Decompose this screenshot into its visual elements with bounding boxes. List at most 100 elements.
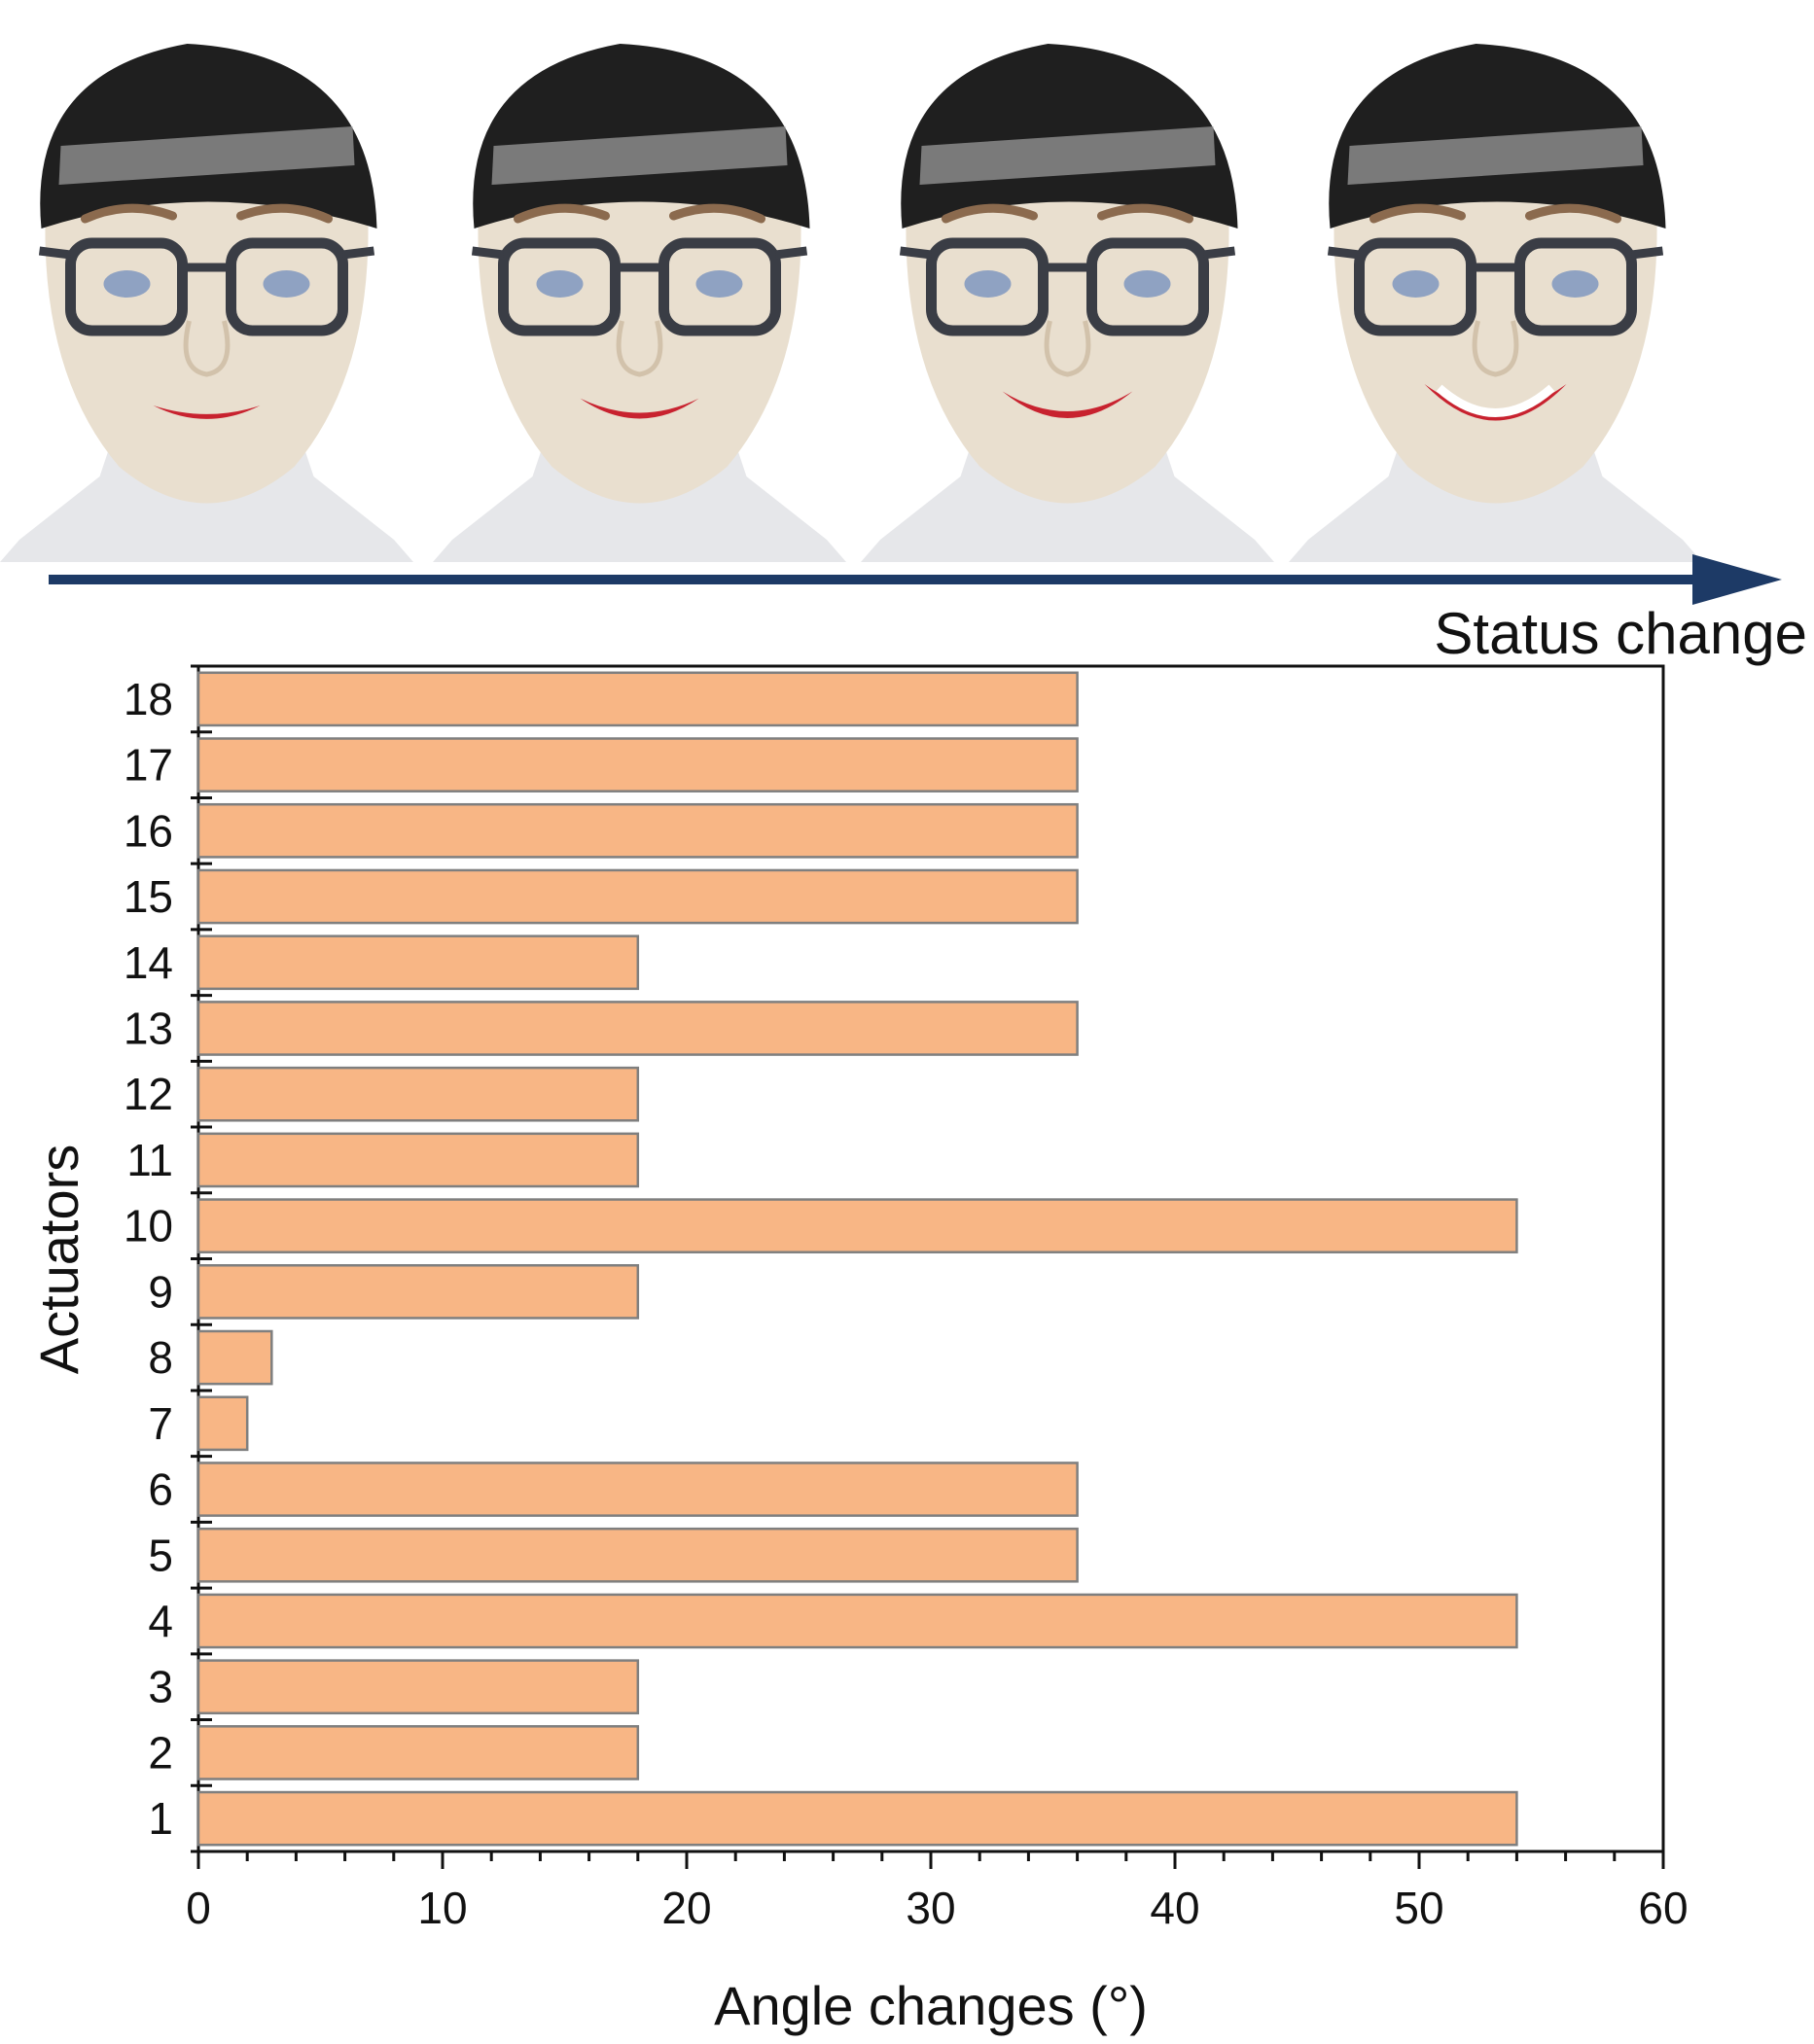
right-eyebrow [1525,203,1621,224]
nose [616,320,663,377]
right-lens [1514,237,1637,336]
face-photo-4 [1289,29,1702,562]
bar-actuator-8 [196,1329,273,1386]
bar-actuator-5 [196,1527,1079,1583]
bar-actuator-2 [196,1725,640,1780]
y-tick-label: 15 [124,871,173,922]
left-lens [1354,237,1476,336]
hat-pattern [491,126,788,185]
y-tick-label: 18 [124,674,173,724]
y-tick-label: 2 [148,1727,173,1778]
right-lens [226,237,348,336]
lips [153,405,261,419]
right-lens [658,237,781,336]
lips [1002,391,1133,418]
x-tick-label: 10 [417,1883,467,1933]
y-tick-label: 13 [124,1003,173,1053]
left-eye [103,270,151,298]
y-tick-label: 7 [148,1398,173,1449]
lips [580,398,699,419]
y-tick-label: 11 [126,1135,173,1185]
x-tick-label: 30 [906,1883,955,1933]
bar-actuator-16 [196,802,1079,859]
left-eyebrow [514,203,610,224]
x-tick-label: 20 [661,1883,711,1933]
y-tick-label: 3 [148,1662,173,1712]
left-lens [926,237,1049,336]
bar-actuator-13 [196,1001,1079,1056]
bar-actuator-9 [196,1264,640,1320]
hat-pattern [919,126,1216,185]
status-arrow-shaft [49,575,1702,584]
x-tick-label: 40 [1150,1883,1199,1933]
left-eyebrow [942,203,1038,224]
nose [1472,320,1519,377]
y-tick-label: 4 [148,1596,173,1646]
bar-actuator-3 [196,1659,640,1715]
right-eye [1551,270,1599,298]
glasses-temple-left [471,246,505,260]
left-eyebrow [81,203,177,224]
right-eyebrow [236,203,333,224]
bar-actuator-10 [196,1198,1518,1253]
y-axis-title: Actuators [28,1145,89,1375]
nose [1044,320,1091,377]
left-eye [1392,270,1440,298]
y-tick-label: 14 [124,937,173,988]
bar-actuator-4 [196,1593,1518,1649]
bar-actuator-11 [196,1132,640,1188]
right-eye [1123,270,1171,298]
face-photo-3 [861,29,1274,562]
bar-actuator-6 [196,1462,1079,1517]
nose [183,320,231,377]
y-tick-label: 6 [148,1464,173,1515]
y-tick-label: 9 [148,1266,173,1317]
right-lens [1086,237,1209,336]
face-photo-1 [0,29,413,562]
glasses-temple-right [341,246,375,260]
glasses-temple-right [774,246,808,260]
y-tick-label: 12 [124,1069,173,1119]
bar-actuator-7 [196,1395,249,1452]
left-eye [964,270,1012,298]
y-tick-label: 10 [124,1201,173,1251]
x-tick-label: 0 [186,1883,211,1933]
face-photo-2 [433,29,846,562]
status-arrow-head [1692,554,1782,605]
bar-actuator-12 [196,1066,640,1122]
right-eye [263,270,310,298]
bar-actuator-18 [196,671,1079,727]
status-arrow [49,554,1782,605]
right-eye [695,270,743,298]
glasses-temple-left [1327,246,1361,260]
x-tick-label: 50 [1394,1883,1443,1933]
hat-pattern [1347,126,1644,185]
y-tick-label: 17 [124,740,173,791]
bar-actuator-1 [196,1790,1518,1847]
bar-actuator-15 [196,868,1079,925]
bars [196,671,1518,1847]
lips [1424,384,1567,421]
left-lens [65,237,188,336]
x-tick-label: 60 [1638,1883,1688,1933]
y-tick-label: 8 [148,1332,173,1383]
left-eye [536,270,584,298]
y-tick-label: 5 [148,1530,173,1580]
bar-actuator-17 [196,737,1079,793]
face-photo-strip [0,29,1702,562]
y-tick-label: 16 [124,805,173,856]
glasses-temple-left [38,246,72,260]
glasses-temple-right [1202,246,1236,260]
glasses-temple-left [899,246,933,260]
right-eyebrow [1097,203,1193,224]
left-eyebrow [1369,203,1466,224]
right-eyebrow [669,203,765,224]
left-lens [498,237,621,336]
glasses-temple-right [1630,246,1664,260]
teeth [1436,384,1555,417]
status-change-label: Status change [1434,601,1807,666]
y-tick-label: 1 [148,1793,173,1844]
